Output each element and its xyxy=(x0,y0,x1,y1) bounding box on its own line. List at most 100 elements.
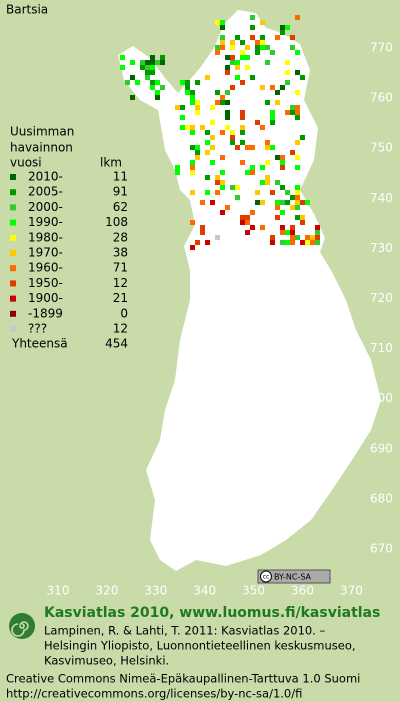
observation-square xyxy=(210,200,215,205)
observation-square xyxy=(250,225,255,230)
legend-label: 1900- xyxy=(28,291,63,305)
observation-square xyxy=(265,100,270,105)
observation-square xyxy=(245,145,250,150)
grid-label-x: 370 xyxy=(340,584,363,598)
observation-square xyxy=(255,120,260,125)
observation-square xyxy=(255,50,260,55)
legend-swatch xyxy=(10,295,16,302)
logo-spiral xyxy=(11,621,29,637)
observation-square xyxy=(255,45,260,50)
observation-square xyxy=(240,50,245,55)
observation-square xyxy=(215,90,220,95)
observation-square xyxy=(140,60,145,65)
observation-square xyxy=(180,80,185,85)
observation-square xyxy=(270,50,275,55)
observation-square xyxy=(250,170,255,175)
observation-square xyxy=(190,170,195,175)
legend-swatch xyxy=(10,204,16,211)
observation-square xyxy=(210,160,215,165)
legend-swatch xyxy=(10,174,16,180)
observation-square xyxy=(255,200,260,205)
observation-square xyxy=(240,130,245,135)
observation-square xyxy=(145,65,150,70)
observation-square xyxy=(300,135,305,140)
observation-square xyxy=(150,80,155,85)
observation-square xyxy=(230,135,235,140)
grid-label-y: 750 xyxy=(370,141,393,155)
observation-square xyxy=(215,20,220,25)
observation-square xyxy=(130,60,135,65)
legend-label: 2010- xyxy=(28,170,63,184)
legend-count: 12 xyxy=(113,276,128,290)
observation-square xyxy=(230,55,235,60)
observation-square xyxy=(235,75,240,80)
observation-square xyxy=(185,80,190,85)
grid-label-x: 310 xyxy=(47,584,70,598)
observation-square xyxy=(225,110,230,115)
observation-square xyxy=(195,155,200,160)
observation-square xyxy=(285,25,290,30)
observation-square xyxy=(205,130,210,135)
observation-square xyxy=(315,235,320,240)
observation-square xyxy=(245,220,250,225)
legend-count: 38 xyxy=(113,246,128,260)
observation-square xyxy=(290,150,295,155)
observation-square xyxy=(295,140,300,145)
observation-square xyxy=(270,120,275,125)
observation-square xyxy=(295,215,300,220)
observation-square xyxy=(260,125,265,130)
grid-label-y: 680 xyxy=(370,491,393,505)
observation-square xyxy=(230,140,235,145)
observation-square xyxy=(225,100,230,105)
observation-square xyxy=(145,70,150,75)
observation-square xyxy=(200,225,205,230)
legend-count: 28 xyxy=(113,230,128,244)
observation-square xyxy=(190,145,195,150)
observation-square xyxy=(240,220,245,225)
observation-square xyxy=(220,25,225,30)
observation-square xyxy=(295,195,300,200)
grid-label-y: 770 xyxy=(370,41,393,55)
observation-square xyxy=(280,30,285,35)
legend-heading: Uusimman xyxy=(10,125,74,139)
observation-square xyxy=(155,90,160,95)
observation-square xyxy=(230,45,235,50)
observation-square xyxy=(270,115,275,120)
observation-square xyxy=(295,50,300,55)
observation-square xyxy=(240,110,245,115)
legend-count: 21 xyxy=(113,291,128,305)
grid-label-y: 720 xyxy=(370,291,393,305)
observation-square xyxy=(295,185,300,190)
observation-square xyxy=(175,105,180,110)
observation-square xyxy=(240,125,245,130)
observation-square xyxy=(295,190,300,195)
observation-square xyxy=(135,80,140,85)
observation-square xyxy=(295,205,300,210)
footer-title: Kasviatlas 2010, www.luomus.fi/kasviatla… xyxy=(44,605,380,621)
observation-square xyxy=(275,100,280,105)
observation-square xyxy=(275,155,280,160)
grid-label-y: 710 xyxy=(370,341,393,355)
observation-square xyxy=(195,80,200,85)
observation-square xyxy=(315,225,320,230)
observation-square xyxy=(295,105,300,110)
observation-square xyxy=(290,205,295,210)
observation-square xyxy=(245,215,250,220)
observation-square xyxy=(260,200,265,205)
observation-square xyxy=(260,180,265,185)
observation-square xyxy=(225,125,230,130)
legend-label: 2005- xyxy=(28,185,63,199)
observation-square xyxy=(290,235,295,240)
legend-heading: havainnon xyxy=(10,141,73,155)
observation-square xyxy=(180,125,185,130)
observation-square xyxy=(185,90,190,95)
observation-square xyxy=(310,235,315,240)
observation-square xyxy=(285,200,290,205)
observation-square xyxy=(220,130,225,135)
observation-square xyxy=(225,55,230,60)
grid-label-y: 740 xyxy=(370,191,393,205)
observation-square xyxy=(140,65,145,70)
observation-square xyxy=(215,100,220,105)
observation-square xyxy=(160,55,165,60)
observation-square xyxy=(150,60,155,65)
